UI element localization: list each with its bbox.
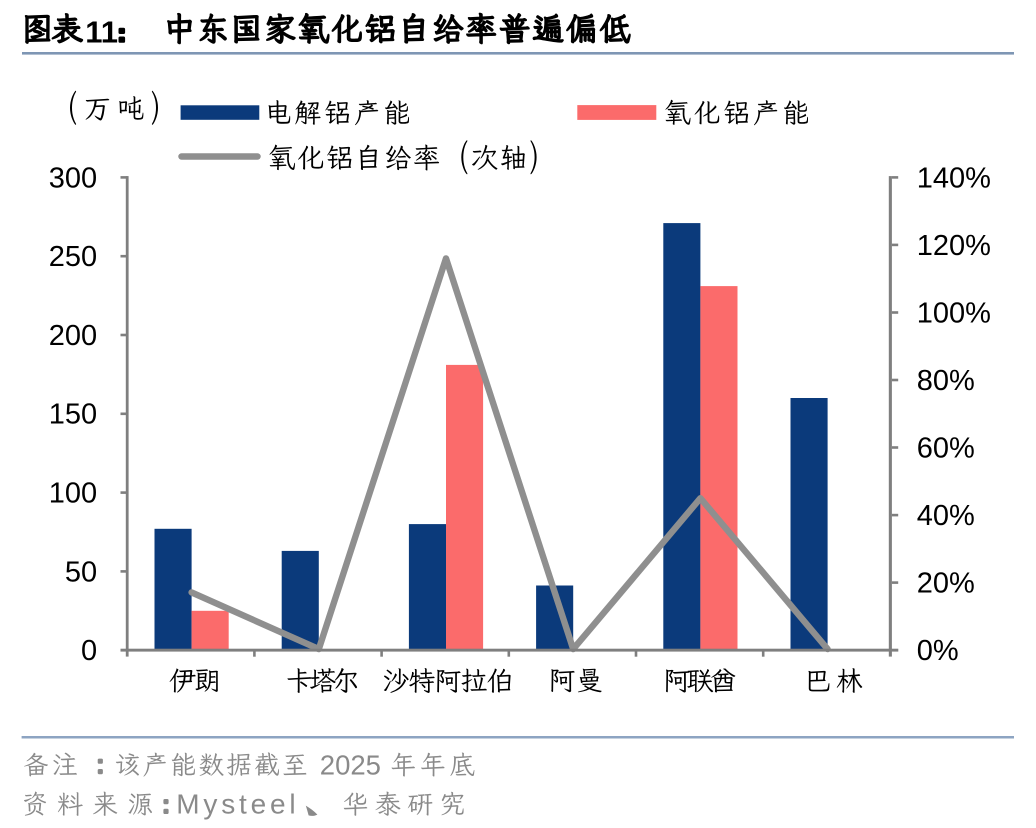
svg-text:120%: 120% (917, 230, 991, 262)
svg-text:Mysteel: Mysteel (176, 788, 299, 819)
svg-text:100: 100 (49, 478, 97, 510)
svg-text:150: 150 (49, 399, 97, 431)
svg-text:80%: 80% (917, 365, 975, 397)
svg-text:50: 50 (65, 556, 97, 588)
svg-text:0%: 0% (917, 635, 959, 667)
svg-text:0: 0 (81, 635, 97, 667)
svg-text:20%: 20% (917, 568, 975, 600)
svg-text:40%: 40% (917, 500, 975, 532)
svg-text:200: 200 (49, 320, 97, 352)
svg-text:100%: 100% (917, 297, 991, 329)
svg-text:60%: 60% (917, 432, 975, 464)
svg-text:11: 11 (85, 14, 118, 49)
svg-text:2025: 2025 (320, 750, 381, 781)
svg-text:140%: 140% (917, 162, 991, 194)
svg-text:250: 250 (49, 241, 97, 273)
svg-text:300: 300 (49, 162, 97, 194)
